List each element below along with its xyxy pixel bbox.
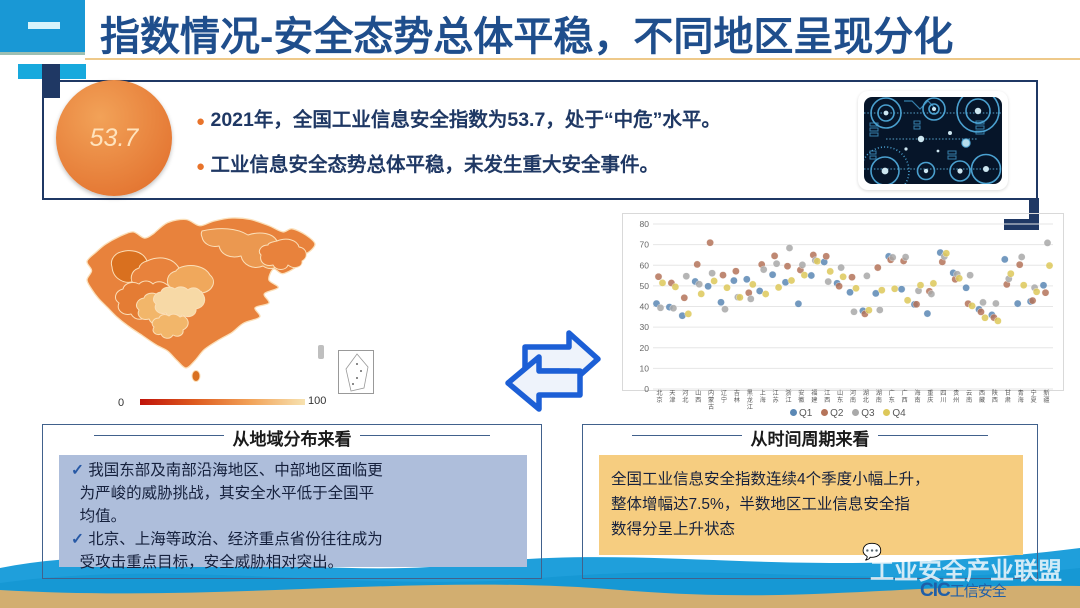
svg-text:广: 广 — [902, 389, 908, 397]
svg-text:甘: 甘 — [1005, 389, 1011, 397]
svg-text:建: 建 — [811, 396, 817, 404]
svg-text:林: 林 — [734, 396, 740, 404]
svg-text:藏: 藏 — [979, 396, 985, 404]
svg-text:浙: 浙 — [785, 389, 791, 397]
svg-text:河: 河 — [850, 389, 856, 397]
svg-text:夏: 夏 — [1031, 397, 1037, 404]
svg-text:北: 北 — [656, 389, 663, 397]
svg-text:南: 南 — [876, 396, 882, 404]
svg-text:天: 天 — [669, 390, 675, 397]
svg-text:黑: 黑 — [747, 390, 753, 397]
svg-text:新: 新 — [1043, 389, 1049, 397]
svg-text:东: 东 — [837, 396, 843, 404]
svg-text:肃: 肃 — [1005, 396, 1011, 404]
svg-text:北: 北 — [863, 396, 870, 404]
svg-text:南: 南 — [966, 396, 972, 404]
svg-text:海: 海 — [1018, 396, 1024, 404]
svg-text:宁: 宁 — [1031, 389, 1037, 397]
svg-text:南: 南 — [914, 396, 920, 404]
svg-text:四: 四 — [940, 390, 946, 397]
svg-text:东: 东 — [889, 396, 895, 404]
svg-text:40: 40 — [640, 302, 650, 312]
svg-text:江: 江 — [773, 390, 779, 397]
svg-text:西: 西 — [979, 390, 985, 397]
svg-text:青: 青 — [1018, 389, 1024, 397]
svg-text:上: 上 — [760, 389, 766, 397]
svg-text:南: 南 — [850, 396, 856, 404]
svg-text:津: 津 — [669, 396, 675, 404]
svg-text:湖: 湖 — [876, 389, 882, 397]
svg-text:西: 西 — [695, 397, 701, 404]
svg-text:50: 50 — [640, 281, 650, 291]
svg-text:西: 西 — [992, 397, 998, 404]
svg-text:宁: 宁 — [721, 396, 727, 404]
svg-text:湖: 湖 — [863, 389, 869, 397]
svg-text:10: 10 — [640, 363, 650, 373]
svg-text:西: 西 — [824, 397, 830, 404]
svg-text:河: 河 — [682, 389, 688, 397]
svg-text:吉: 吉 — [734, 390, 740, 397]
svg-text:北: 北 — [682, 396, 689, 404]
svg-text:川: 川 — [940, 397, 946, 404]
svg-text:蒙: 蒙 — [708, 396, 714, 404]
svg-text:州: 州 — [953, 397, 959, 404]
svg-text:福: 福 — [811, 389, 817, 397]
svg-text:西: 西 — [902, 397, 908, 404]
svg-text:贵: 贵 — [953, 389, 959, 397]
svg-text:海: 海 — [760, 396, 766, 404]
svg-text:京: 京 — [656, 396, 662, 404]
svg-text:20: 20 — [640, 343, 650, 353]
svg-text:江: 江 — [785, 397, 791, 404]
svg-text:广: 广 — [889, 389, 895, 397]
svg-text:内: 内 — [708, 389, 714, 397]
svg-text:江: 江 — [824, 390, 830, 397]
svg-text:山: 山 — [695, 389, 701, 397]
svg-text:海: 海 — [914, 389, 920, 397]
svg-text:江: 江 — [747, 404, 753, 411]
svg-text:徽: 徽 — [798, 396, 805, 404]
svg-text:30: 30 — [640, 322, 650, 332]
svg-text:0: 0 — [644, 384, 649, 394]
svg-text:安: 安 — [798, 389, 804, 397]
svg-text:龙: 龙 — [747, 396, 753, 404]
svg-text:60: 60 — [640, 260, 650, 270]
svg-text:山: 山 — [837, 389, 843, 397]
svg-text:陕: 陕 — [992, 389, 998, 397]
svg-text:辽: 辽 — [721, 389, 728, 397]
svg-text:苏: 苏 — [773, 396, 779, 404]
svg-text:重: 重 — [927, 389, 933, 397]
svg-text:庆: 庆 — [927, 396, 933, 404]
svg-text:云: 云 — [966, 390, 972, 397]
svg-text:80: 80 — [640, 219, 650, 229]
svg-text:古: 古 — [708, 403, 714, 411]
svg-text:疆: 疆 — [1043, 397, 1049, 404]
svg-text:70: 70 — [640, 240, 650, 250]
